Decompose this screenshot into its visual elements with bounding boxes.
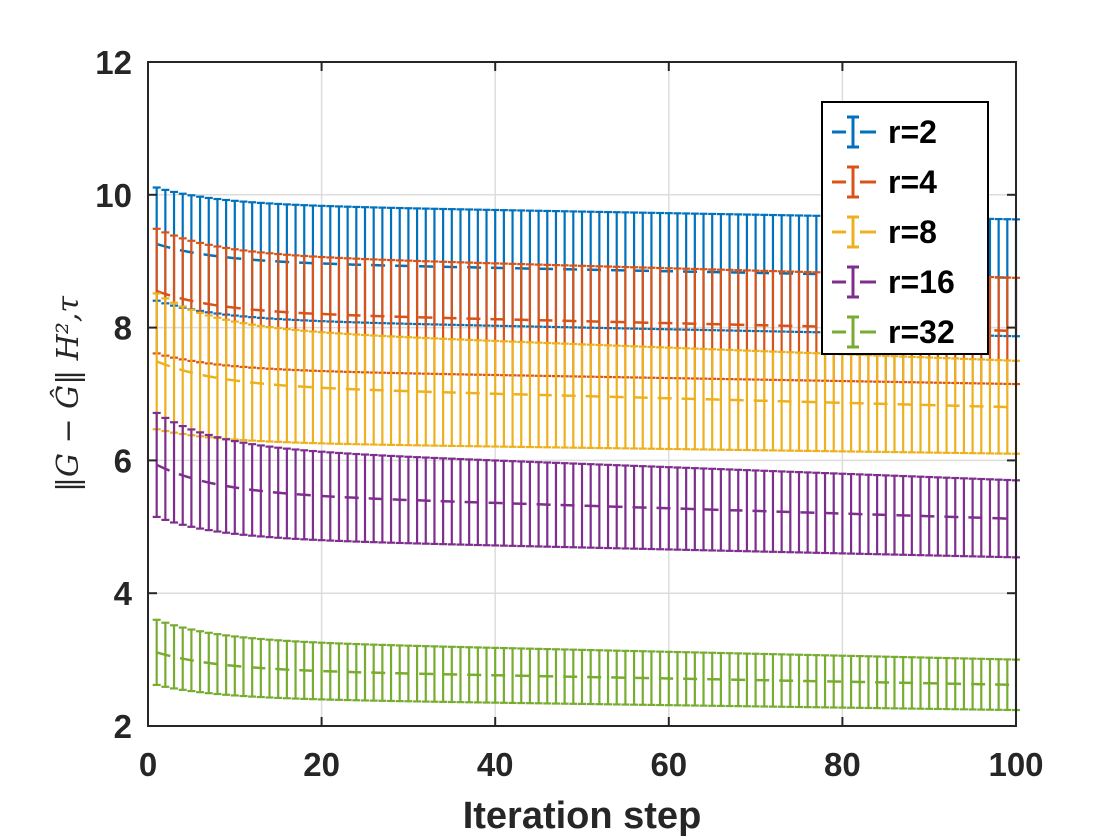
series-r=32 bbox=[152, 618, 1020, 712]
tick-labels: 0 20 40 60 80 100 2 4 6 8 10 12 bbox=[95, 44, 1043, 783]
axes-box bbox=[147, 61, 1017, 727]
x-tick-label: 60 bbox=[650, 746, 687, 783]
legend-label: r=32 bbox=[888, 314, 955, 350]
x-tick-label: 0 bbox=[139, 746, 157, 783]
y-tick-label: 12 bbox=[95, 44, 132, 81]
y-tick-label: 6 bbox=[114, 442, 132, 479]
legend-label: r=4 bbox=[888, 164, 937, 200]
series-r=16 bbox=[152, 411, 1020, 559]
ticks bbox=[147, 61, 1017, 727]
legend-label: r=16 bbox=[888, 264, 955, 300]
mean-line bbox=[156, 242, 1017, 280]
mean-line bbox=[156, 360, 1017, 409]
y-axis-label: ‖G − Ĝ‖ H²,τ bbox=[50, 296, 86, 492]
x-axis-label: Iteration step bbox=[463, 795, 702, 837]
mean-line bbox=[156, 289, 1017, 333]
x-tick-label: 20 bbox=[303, 746, 340, 783]
legend-box bbox=[821, 101, 989, 355]
legend: r=2 r=4 r=8 r=16 r=32 bbox=[821, 101, 989, 355]
y-tick-label: 8 bbox=[114, 310, 132, 347]
x-tick-label: 100 bbox=[988, 746, 1043, 783]
y-tick-label: 4 bbox=[114, 575, 133, 612]
legend-label: r=8 bbox=[888, 214, 937, 250]
y-tick-label: 10 bbox=[95, 177, 132, 214]
x-tick-label: 40 bbox=[477, 746, 514, 783]
mean-line bbox=[156, 463, 1017, 521]
mean-line bbox=[156, 651, 1017, 687]
y-tick-label: 2 bbox=[114, 708, 132, 745]
x-tick-label: 80 bbox=[824, 746, 861, 783]
legend-label: r=2 bbox=[888, 114, 937, 150]
series-r=8 bbox=[152, 292, 1020, 455]
